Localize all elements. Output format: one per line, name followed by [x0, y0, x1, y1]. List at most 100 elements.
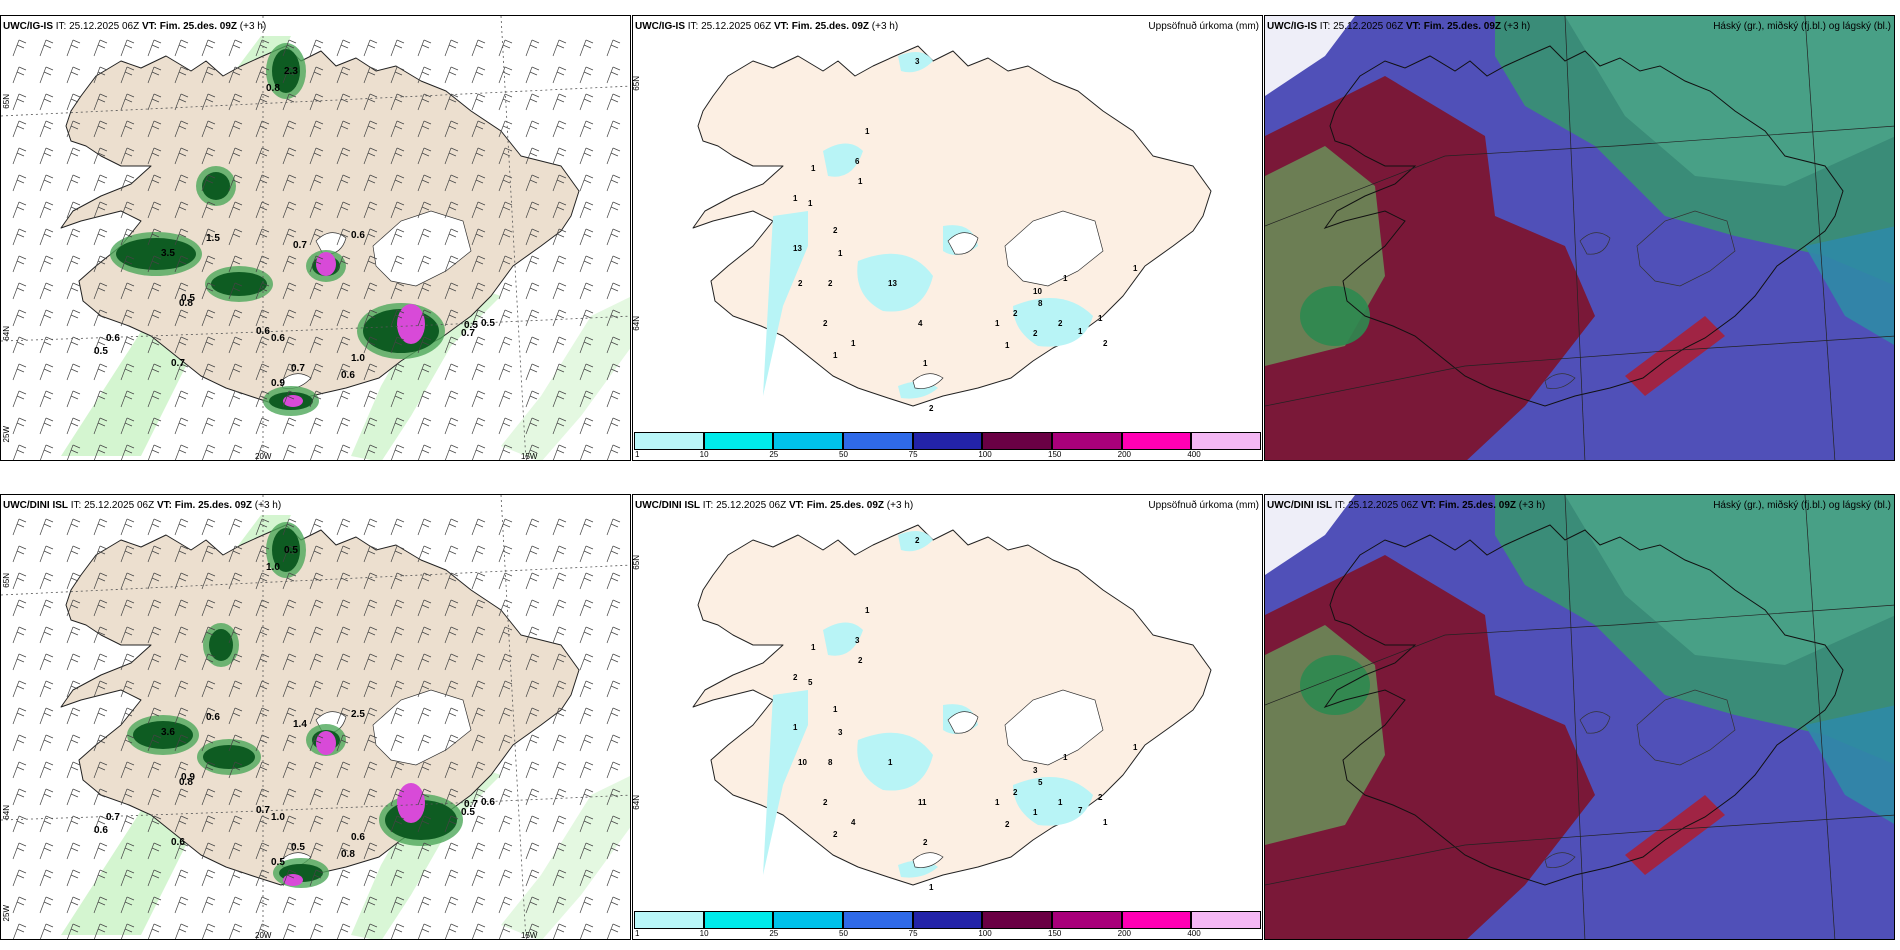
lon-label-20w: 20W [255, 452, 272, 461]
wind-barb [282, 896, 297, 914]
wind-barb [120, 545, 135, 563]
precip-value-label: 0.5 [181, 293, 195, 304]
wind-barb [363, 518, 378, 536]
wind-barb [579, 363, 594, 381]
wind-barb [120, 228, 135, 246]
wind-barb [444, 707, 459, 725]
wind-barb [66, 363, 81, 381]
wind-barb [445, 444, 459, 460]
colorbar-swatch [634, 911, 704, 929]
wind-barb [39, 680, 54, 698]
wind-barb [417, 228, 432, 246]
wind-barb [175, 923, 189, 939]
precip-value-label: 2 [1098, 793, 1103, 802]
precip-value-label: 4 [918, 319, 923, 328]
colorbar-tick-label: 100 [978, 450, 992, 459]
wind-barb [363, 201, 378, 219]
wind-barb [12, 518, 27, 536]
wind-barbs [12, 39, 621, 460]
wind-barb [579, 626, 594, 644]
precip-value-label: 0.7 [171, 358, 185, 369]
wind-barb [579, 282, 594, 300]
lat-label-65n: 65N [632, 555, 641, 570]
precip-value-label: 2 [833, 830, 838, 839]
wind-barb [552, 734, 567, 752]
wind-barb [390, 761, 405, 779]
colorbar-swatch [843, 911, 913, 929]
wind-barb [309, 363, 324, 381]
wind-barb [417, 309, 432, 327]
wind-barb [174, 174, 189, 192]
precip-areas [763, 531, 1093, 878]
wind-barb [39, 147, 54, 165]
wind-barb [552, 707, 567, 725]
wind-barb [93, 390, 108, 408]
wind-barb [553, 444, 567, 460]
wind-barb [606, 309, 621, 327]
wind-barb [471, 228, 486, 246]
precip-value-label: 0.7 [106, 812, 120, 823]
wind-barb [444, 255, 459, 273]
wind-barb [606, 626, 621, 644]
wind-barb [390, 518, 405, 536]
wind-barb [66, 147, 81, 165]
wind-barb [147, 93, 162, 111]
colorbar-swatch [843, 432, 913, 450]
wind-barb [444, 518, 459, 536]
wind-barb [202, 444, 216, 460]
wind-barb [147, 680, 162, 698]
wind-barb [390, 707, 405, 725]
wind-barb [66, 174, 81, 192]
wind-barb [363, 653, 378, 671]
wind-barb [606, 707, 621, 725]
field-label: Uppsöfnuð úrkoma (mm) [1148, 21, 1259, 32]
wind-barb [282, 518, 297, 536]
precip-value-label: 2 [833, 226, 838, 235]
wind-barb [39, 201, 54, 219]
wind-barb [255, 761, 270, 779]
wind-barb [39, 788, 54, 806]
wind-barb [363, 545, 378, 563]
wind-barb [147, 201, 162, 219]
precip-value-labels: 1.00.50.63.61.42.50.90.80.70.60.70.61.00… [94, 545, 495, 868]
wind-barb [93, 761, 108, 779]
wind-barb [147, 66, 162, 84]
wind-barb [66, 255, 81, 273]
wind-barb [552, 653, 567, 671]
iceland-coastline [60, 524, 580, 886]
panel-title: UWC/DINI ISL IT: 25.12.2025 06Z VT: Fim.… [1267, 500, 1546, 511]
wind-barb [417, 572, 432, 590]
wind-barb [579, 680, 594, 698]
wind-barb [174, 309, 189, 327]
wind-barb [282, 734, 297, 752]
wind-barb [12, 201, 27, 219]
precip-value-label: 2 [823, 319, 828, 328]
wind-barb [12, 66, 27, 84]
precip-value-label: 5 [808, 678, 813, 687]
wind-barb [471, 255, 486, 273]
precip-value-label: 2 [1013, 788, 1018, 797]
wind-barb [363, 39, 378, 57]
wind-barb [471, 417, 486, 435]
wind-barb [255, 282, 270, 300]
wind-barb [309, 66, 324, 84]
glacier-outline [947, 232, 979, 255]
wind-barb [66, 336, 81, 354]
wind-barb [93, 896, 108, 914]
wind-barb [525, 599, 540, 617]
wind-barb [147, 417, 162, 435]
wind-barb [498, 228, 513, 246]
wind-barb [444, 417, 459, 435]
wind-barb [498, 896, 513, 914]
precip-value-label: 13 [888, 279, 897, 288]
precip-value-label: 1 [833, 351, 838, 360]
wind-barb [148, 923, 162, 939]
wind-barb [174, 282, 189, 300]
wind-barb [309, 174, 324, 192]
wind-barb [228, 734, 243, 752]
wind-barb [363, 174, 378, 192]
wind-barb [282, 599, 297, 617]
wind-barb [606, 734, 621, 752]
wind-barb [147, 309, 162, 327]
precip-value-label: 2.5 [351, 709, 365, 720]
